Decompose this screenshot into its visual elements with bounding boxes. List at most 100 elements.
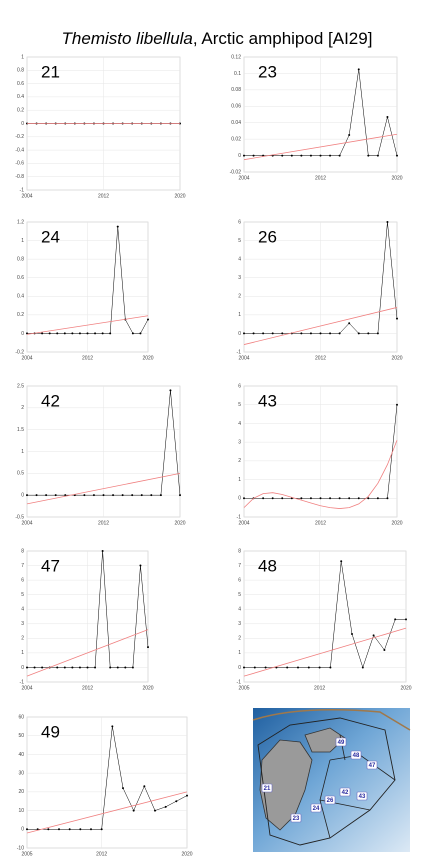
map-label-box [290, 813, 302, 823]
data-point [169, 389, 172, 392]
y-tick-label: 0 [21, 827, 24, 833]
trend-line [243, 307, 398, 345]
data-point [396, 403, 398, 406]
x-tick-label: 2004 [21, 355, 32, 361]
y-tick-label: 0.6 [17, 81, 24, 87]
data-point [26, 666, 28, 669]
data-point [351, 632, 353, 635]
panel-number: 24 [41, 227, 60, 246]
data-point [281, 154, 284, 157]
trend-line [243, 440, 398, 509]
y-tick-label: 10 [18, 808, 24, 814]
map-label: 21 [264, 786, 271, 792]
y-tick-label: 3 [238, 439, 241, 445]
data-point [329, 497, 332, 500]
data-point [340, 560, 343, 563]
data-point [357, 332, 360, 335]
data-point [140, 494, 143, 497]
data-point [101, 332, 104, 335]
y-tick-label: 20 [18, 789, 24, 795]
y-tick-label: 5 [21, 592, 24, 598]
data-point [297, 666, 299, 669]
data-point [252, 332, 255, 335]
y-tick-label: 1 [21, 449, 24, 455]
map-label: 49 [338, 740, 345, 746]
x-tick-label: 2012 [315, 175, 326, 181]
x-tick-label: 2020 [174, 520, 185, 526]
data-point [319, 154, 322, 157]
y-tick-label: -1 [20, 679, 25, 685]
y-tick-label: -1 [20, 187, 25, 193]
data-point [63, 666, 66, 669]
data-point [175, 800, 178, 803]
x-tick-label: 2020 [174, 193, 185, 199]
data-point [348, 322, 351, 325]
panel-number: 26 [258, 227, 277, 246]
data-point [281, 332, 284, 335]
x-tick-label: 2004 [21, 520, 32, 526]
data-point [78, 332, 81, 335]
data-line [244, 561, 406, 669]
y-tick-label: 3 [238, 621, 241, 627]
y-tick-label: 3 [21, 621, 24, 627]
data-point [94, 332, 97, 335]
map-land [259, 739, 313, 831]
y-tick-label: -0.8 [15, 174, 24, 180]
y-tick-label: 0.4 [17, 94, 24, 100]
map-label-box [261, 783, 273, 793]
map-label: 42 [342, 790, 349, 796]
data-point [367, 332, 370, 335]
x-tick-label: 2012 [98, 193, 109, 199]
y-tick-label: 2.5 [17, 383, 24, 389]
data-point [45, 494, 48, 497]
data-point [139, 332, 142, 335]
data-point [329, 332, 332, 335]
data-point [109, 332, 112, 335]
x-tick-label: 2005 [238, 685, 249, 691]
data-point [319, 497, 322, 500]
data-point [35, 494, 38, 497]
map-label-box [335, 737, 347, 747]
trend-line [243, 133, 398, 161]
y-tick-label: -0.2 [15, 349, 24, 355]
data-point [41, 666, 44, 669]
y-tick-label: 4 [21, 607, 24, 613]
y-tick-label: 0.04 [231, 120, 241, 126]
data-point [58, 828, 60, 831]
y-tick-label: 0.6 [17, 275, 24, 281]
x-tick-label: 2012 [82, 685, 93, 691]
x-tick-label: 2012 [314, 685, 325, 691]
data-point [319, 332, 322, 335]
y-tick-label: -0.5 [15, 514, 24, 520]
data-point [86, 666, 89, 669]
x-tick-label: 2020 [391, 520, 402, 526]
y-tick-label: 6 [238, 383, 241, 389]
data-point [78, 666, 81, 669]
trend-line [26, 629, 149, 677]
data-point [186, 794, 188, 797]
data-point [243, 332, 245, 335]
data-point [264, 666, 267, 669]
y-tick-label: 8 [238, 548, 241, 554]
data-point [338, 154, 341, 157]
y-tick-label: 50 [18, 733, 24, 739]
x-tick-label: 2004 [21, 193, 32, 199]
data-point [79, 828, 82, 831]
title-rest: , Arctic amphipod [AI29] [193, 29, 373, 48]
x-tick-label: 2004 [238, 355, 249, 361]
y-tick-label: 5 [238, 592, 241, 598]
y-tick-label: 8 [21, 548, 24, 554]
y-tick-label: 1 [21, 238, 24, 244]
y-tick-label: 0.2 [17, 312, 24, 318]
data-point [83, 494, 86, 497]
map-label: 26 [327, 798, 334, 804]
data-line [27, 726, 188, 830]
panel-number: 48 [258, 556, 277, 575]
map-label: 23 [293, 816, 300, 822]
y-tick-label: 2 [238, 458, 241, 464]
data-point [396, 154, 398, 157]
data-point [290, 154, 293, 157]
y-tick-label: 1 [238, 312, 241, 318]
y-tick-label: 6 [238, 577, 241, 583]
data-point [131, 666, 134, 669]
